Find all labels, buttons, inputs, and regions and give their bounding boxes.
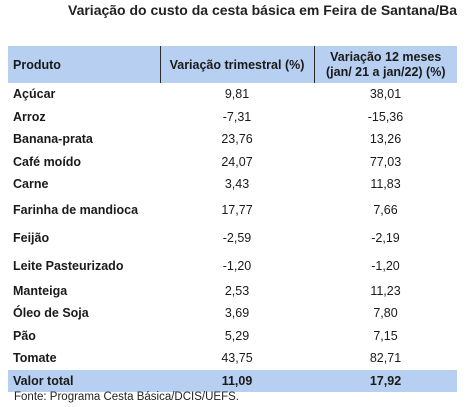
- table-row: Leite Pasteurizado -1,20 -1,20: [8, 252, 457, 280]
- product-cell: Farinha de mandioca: [13, 202, 139, 217]
- product-cell: Arroz: [13, 109, 46, 124]
- header-product: Produto: [8, 46, 161, 83]
- total-quarterly: 11,09: [160, 369, 314, 392]
- table-row: Arroz -7,31 -15,36: [8, 106, 457, 129]
- header-annual-line2: (jan/ 21 a jan/22) (%): [326, 64, 446, 79]
- product-cell: Feijão: [13, 230, 50, 245]
- product-cell: Açúcar: [13, 87, 56, 102]
- annual-cell: -15,36: [367, 109, 404, 124]
- quarterly-cell: -2,59: [222, 230, 252, 245]
- quarterly-cell: 9,81: [224, 87, 250, 102]
- quarterly-cell: 3,69: [224, 306, 250, 321]
- total-annual: 17,92: [314, 369, 457, 392]
- table-row: Carne 3,43 11,83: [8, 173, 457, 196]
- quarterly-cell: -1,20: [222, 258, 252, 273]
- header-annual-line1: Variação 12 meses: [330, 49, 442, 64]
- cost-variation-table: Produto Variação trimestral (%) Variação…: [8, 46, 457, 392]
- annual-cell: 38,01: [369, 87, 402, 102]
- table-row: Manteiga 2,53 11,23: [8, 280, 457, 303]
- table-row: Pão 5,29 7,15: [8, 325, 457, 348]
- quarterly-cell: 43,75: [221, 351, 253, 366]
- product-cell: Carne: [13, 177, 49, 192]
- quarterly-cell: 5,29: [224, 328, 250, 343]
- source-note: Fonte: Programa Cesta Básica/DCIS/UEFS.: [14, 391, 239, 403]
- quarterly-cell: 24,07: [221, 154, 253, 169]
- annual-cell: 7,15: [373, 328, 398, 343]
- total-row: Valor total 11,09 17,92: [8, 369, 457, 392]
- quarterly-cell: 23,76: [221, 132, 253, 147]
- annual-cell: -1,20: [371, 258, 400, 273]
- product-cell: Café moído: [13, 154, 82, 169]
- product-cell: Tomate: [13, 351, 57, 366]
- annual-cell: -2,19: [371, 230, 400, 245]
- table-row: Banana-prata 23,76 13,26: [8, 128, 457, 151]
- quarterly-cell: 3,43: [224, 177, 250, 192]
- table-row: Café moído 24,07 77,03: [8, 151, 457, 174]
- product-cell: Manteiga: [13, 283, 68, 298]
- table-row: Farinha de mandioca 17,77 7,66: [8, 196, 457, 224]
- quarterly-cell: 17,77: [221, 202, 253, 217]
- header-annual-variation: Variação 12 meses (jan/ 21 a jan/22) (%): [314, 46, 457, 83]
- product-cell: Leite Pasteurizado: [13, 258, 124, 273]
- annual-cell: 7,80: [373, 306, 398, 321]
- table-row: Açúcar 9,81 38,01: [8, 83, 457, 106]
- annual-cell: 11,23: [370, 283, 401, 298]
- table-header-row: Produto Variação trimestral (%) Variação…: [8, 46, 457, 83]
- table-row: Óleo de Soja 3,69 7,80: [8, 302, 457, 325]
- quarterly-cell: 2,53: [224, 283, 250, 298]
- product-cell: Pão: [13, 328, 36, 343]
- product-cell: Óleo de Soja: [13, 306, 89, 321]
- total-label: Valor total: [8, 369, 160, 392]
- product-cell: Banana-prata: [13, 132, 93, 147]
- annual-cell: 77,03: [369, 154, 402, 169]
- quarterly-cell: -7,31: [222, 109, 252, 124]
- table-row: Feijão -2,59 -2,19: [8, 224, 457, 252]
- annual-cell: 13,26: [369, 132, 402, 147]
- header-quarterly-variation: Variação trimestral (%): [160, 46, 315, 83]
- annual-cell: 7,66: [373, 202, 398, 217]
- annual-cell: 11,83: [370, 177, 401, 192]
- table-row: Tomate 43,75 82,71: [8, 347, 457, 370]
- annual-cell: 82,71: [369, 351, 402, 366]
- page-title: Variação do custo da cesta básica em Fei…: [68, 2, 458, 18]
